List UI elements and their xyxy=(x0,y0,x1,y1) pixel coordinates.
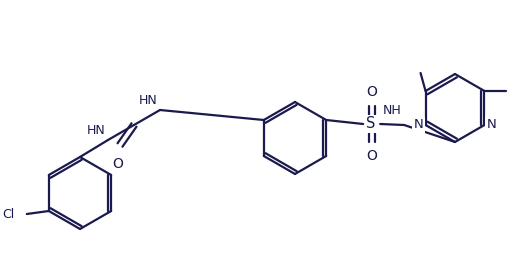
Text: N: N xyxy=(414,119,424,131)
Text: Cl: Cl xyxy=(3,208,15,220)
Text: O: O xyxy=(367,149,378,163)
Text: NH: NH xyxy=(383,104,402,117)
Text: HN: HN xyxy=(86,124,105,137)
Text: O: O xyxy=(113,157,123,171)
Text: O: O xyxy=(367,85,378,99)
Text: N: N xyxy=(487,119,496,131)
Text: HN: HN xyxy=(139,94,158,107)
Text: S: S xyxy=(366,117,376,131)
